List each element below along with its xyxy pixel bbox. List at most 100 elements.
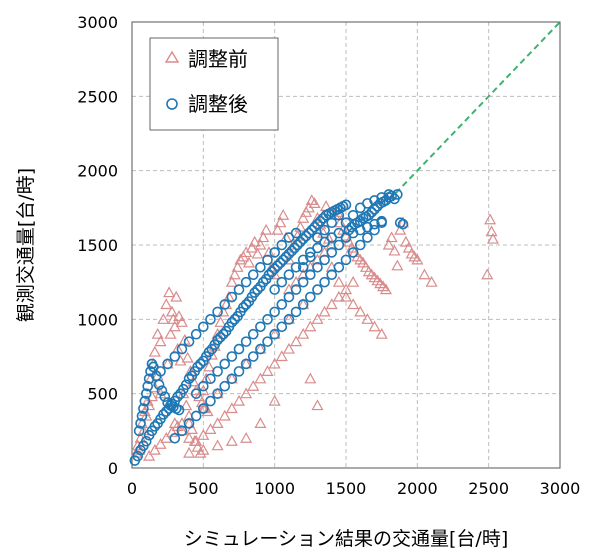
data-point-circle xyxy=(319,276,330,288)
data-point-triangle xyxy=(486,232,499,244)
data-point-circle xyxy=(169,351,181,362)
data-point-circle xyxy=(132,450,144,462)
data-point-circle xyxy=(212,334,223,346)
data-point-circle xyxy=(240,299,252,310)
data-point-triangle xyxy=(203,360,216,372)
data-point-circle xyxy=(226,351,238,362)
data-point-triangle xyxy=(154,335,167,347)
data-point-circle xyxy=(159,391,171,402)
x-tick-label: 2500 xyxy=(468,479,509,498)
data-point-triangle xyxy=(157,313,170,324)
data-point-circle xyxy=(195,358,206,370)
data-point-triangle xyxy=(154,437,167,449)
x-tick-label: 500 xyxy=(188,479,219,498)
data-point-circle xyxy=(205,395,216,407)
data-point-circle xyxy=(233,366,245,377)
data-point-triangle xyxy=(294,220,307,232)
data-point-circle xyxy=(149,421,161,432)
data-point-circle xyxy=(292,239,303,251)
x-tick-label: 2000 xyxy=(397,479,438,498)
data-point-circle xyxy=(219,299,231,310)
data-point-triangle xyxy=(180,399,193,411)
legend: 調整前 調整後 xyxy=(149,37,279,131)
data-point-circle xyxy=(173,404,185,416)
data-point-circle xyxy=(140,435,152,447)
data-point-circle xyxy=(289,242,300,254)
data-point-triangle xyxy=(248,235,261,247)
x-tick-label: 3000 xyxy=(540,479,581,498)
data-point-circle xyxy=(309,221,320,233)
data-point-circle xyxy=(283,269,295,281)
data-point-circle xyxy=(233,343,245,355)
data-point-circle xyxy=(286,245,298,257)
data-point-triangle xyxy=(332,275,345,287)
data-point-circle xyxy=(306,224,318,236)
data-point-triangle xyxy=(418,268,431,280)
data-point-circle xyxy=(276,276,288,288)
data-point-triangle xyxy=(411,253,424,265)
y-tick-label: 2000 xyxy=(77,162,118,181)
data-point-circle xyxy=(183,418,195,429)
data-point-triangle xyxy=(425,275,438,287)
data-point-triangle xyxy=(190,435,203,446)
data-point-circle xyxy=(383,189,395,200)
data-point-triangle xyxy=(347,298,360,310)
data-point-circle xyxy=(190,328,202,340)
data-point-triangle xyxy=(334,216,347,228)
data-point-triangle xyxy=(282,342,295,354)
data-point-circle xyxy=(198,321,209,333)
data-point-triangle xyxy=(339,283,353,295)
data-point-circle xyxy=(212,306,223,318)
data-point-circle xyxy=(176,425,188,437)
data-point-triangle xyxy=(268,357,281,369)
reference-line xyxy=(388,21,561,202)
data-point-circle xyxy=(247,351,259,362)
legend-marker-circle xyxy=(166,98,178,110)
data-point-circle xyxy=(297,299,309,310)
data-point-triangle xyxy=(354,305,367,317)
data-point-triangle xyxy=(254,238,267,250)
data-point-triangle xyxy=(204,423,217,434)
data-point-triangle xyxy=(332,290,345,302)
data-point-triangle xyxy=(194,446,207,458)
data-point-circle xyxy=(263,269,275,281)
data-point-circle xyxy=(247,269,259,281)
data-point-triangle xyxy=(240,432,253,443)
data-point-circle xyxy=(212,366,223,377)
data-point-triangle xyxy=(170,290,183,302)
data-point-circle xyxy=(190,410,202,422)
data-point-circle xyxy=(218,328,229,340)
data-point-circle xyxy=(326,269,338,281)
data-point-circle xyxy=(297,233,309,245)
data-point-triangle xyxy=(148,345,161,357)
data-point-triangle xyxy=(297,327,310,339)
data-point-triangle xyxy=(140,409,153,421)
data-point-triangle xyxy=(311,399,324,411)
x-axis-label: シミュレーション結果の交通量[台/時] xyxy=(184,528,508,550)
data-point-triangle xyxy=(347,275,360,287)
data-point-circle xyxy=(283,291,295,303)
y-tick-label: 1000 xyxy=(77,310,118,329)
data-point-circle xyxy=(252,284,263,295)
data-point-circle xyxy=(240,358,252,370)
data-point-circle xyxy=(333,261,345,273)
data-point-triangle xyxy=(217,305,230,317)
data-point-circle xyxy=(192,361,203,373)
data-point-triangle xyxy=(183,432,196,443)
data-point-triangle xyxy=(375,327,388,339)
data-point-triangle xyxy=(388,244,401,256)
data-point-circle xyxy=(139,395,151,407)
data-point-triangle xyxy=(484,213,497,225)
data-point-circle xyxy=(219,380,231,392)
data-point-triangle xyxy=(308,197,321,208)
data-point-triangle xyxy=(211,327,224,339)
data-point-triangle xyxy=(164,327,177,339)
data-point-circle xyxy=(333,227,345,239)
data-point-circle xyxy=(276,321,288,333)
legend-label-after: 調整後 xyxy=(188,92,248,116)
data-point-circle xyxy=(366,206,377,218)
data-point-triangle xyxy=(214,316,227,327)
data-point-circle xyxy=(347,247,359,258)
data-point-circle xyxy=(262,254,273,266)
series-after-adjustment xyxy=(129,189,409,466)
